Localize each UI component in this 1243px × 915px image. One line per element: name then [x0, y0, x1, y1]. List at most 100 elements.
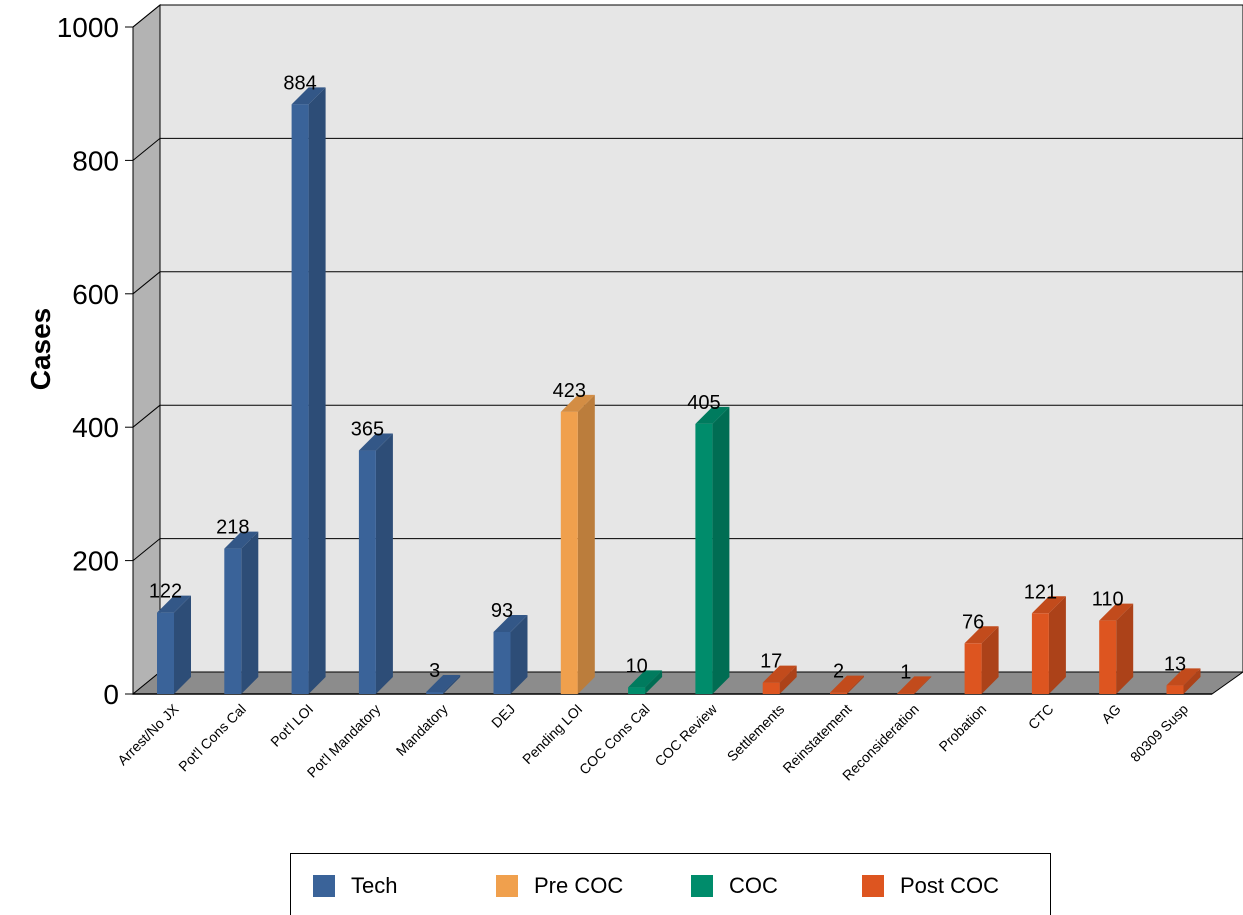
data-label: 423 [553, 380, 586, 402]
bar-top [358, 433, 393, 451]
x-tick-label: AG [1098, 701, 1124, 727]
bar-top [628, 670, 663, 688]
bar-top [493, 614, 528, 632]
bar [830, 675, 864, 694]
x-tick-label: Settlements [724, 701, 788, 765]
x-tick-label: CTC [1025, 701, 1057, 733]
data-label: 365 [351, 419, 384, 441]
y-tick-label: 200 [72, 546, 119, 577]
data-label: 10 [625, 655, 647, 677]
y-axis-label: Cases [25, 308, 56, 391]
x-tick-label: Arrest/No JX [114, 700, 182, 768]
bar [1031, 596, 1066, 694]
data-label: 405 [687, 392, 720, 414]
bar-side [174, 595, 191, 694]
x-tick-label: COC Cons Cal [576, 701, 653, 778]
data-label: 1 [900, 661, 911, 683]
bar-side [1183, 668, 1201, 694]
bar-front [964, 643, 982, 694]
data-label: 2 [833, 661, 844, 683]
bar [897, 676, 932, 694]
y-tick-label: 600 [72, 279, 119, 310]
bar-front [291, 104, 309, 694]
legend-label: COC [729, 873, 778, 898]
y-tick-label: 0 [103, 679, 119, 710]
bar [224, 531, 259, 694]
legend-item-post-coc: Post COC [862, 873, 999, 898]
x-tick-label: 80309 Susp [1127, 701, 1191, 765]
bar-side [241, 531, 259, 694]
bar-top [224, 531, 259, 549]
legend-label: Pre COC [534, 873, 624, 898]
gridlines [132, 4, 1243, 561]
gridline-side [132, 138, 161, 161]
data-label: 76 [962, 611, 984, 633]
bar-side [308, 87, 326, 694]
bar [762, 665, 797, 694]
legend-swatch-tech [313, 875, 335, 897]
bar-top [560, 394, 595, 412]
x-tick-label: Probation [936, 701, 990, 755]
bar-front [897, 693, 915, 694]
data-label: 3 [429, 660, 440, 682]
bar-side [1048, 596, 1066, 694]
bar [1166, 668, 1201, 694]
legend-swatch-coc [691, 875, 713, 897]
x-tick-label: Reinstatement [779, 701, 854, 776]
bar-top [1166, 668, 1201, 686]
bar-side [712, 406, 730, 694]
data-label: 121 [1024, 581, 1057, 603]
bar-side [914, 676, 932, 694]
bar-top [157, 595, 191, 613]
bar-side [779, 665, 797, 694]
bar-front [1166, 685, 1184, 694]
bar [426, 674, 461, 694]
bar-front [830, 692, 847, 694]
bar-top [1099, 603, 1134, 621]
bar-front [1099, 620, 1117, 694]
x-tick-label: DEJ [488, 701, 518, 731]
bar-front [493, 631, 511, 694]
data-label: 17 [760, 651, 782, 673]
gridline-side [132, 271, 161, 295]
gridline-side [132, 404, 161, 428]
bar [628, 670, 663, 694]
legend-swatch-pre-coc [496, 875, 518, 897]
x-tick-label: Pot'l Mandatory [304, 701, 384, 781]
bar [358, 433, 393, 694]
bar-top [291, 87, 326, 105]
bar-front [628, 687, 646, 694]
bar [493, 614, 528, 694]
bar-side [645, 670, 663, 694]
bar-front [762, 682, 780, 694]
bar-side [847, 675, 864, 694]
bar-front [695, 423, 713, 694]
bars [157, 87, 1201, 694]
x-tick-label: COC Review [651, 700, 720, 769]
data-label: 218 [216, 517, 249, 539]
bar [695, 406, 730, 694]
bar-side [375, 433, 393, 694]
bar [560, 394, 595, 694]
bar-top [426, 674, 461, 692]
bar [1099, 603, 1134, 694]
bar-side [1116, 603, 1134, 694]
bar-top [1031, 596, 1066, 614]
bar-top [897, 676, 932, 694]
legend-item-tech: Tech [313, 873, 398, 898]
gridline-side [132, 538, 161, 561]
bar-side [577, 394, 595, 694]
bar-side [443, 674, 461, 694]
legend-item-pre-coc: Pre COC [496, 873, 624, 898]
data-labels: 122 218 884 365 3 93 423 10 405 17 2 1 76 121 110 13 [149, 72, 1186, 683]
bar-front [358, 450, 376, 694]
data-label: 110 [1092, 589, 1124, 611]
bar-side [981, 626, 999, 694]
y-axis-ticks: 0 200 400 600 800 1000 [57, 12, 1212, 710]
x-tick-label: Pending LOI [519, 701, 585, 767]
bar [157, 595, 191, 694]
y-tick-label: 800 [72, 145, 119, 176]
legend-label: Tech [351, 873, 398, 898]
bar [291, 87, 326, 694]
